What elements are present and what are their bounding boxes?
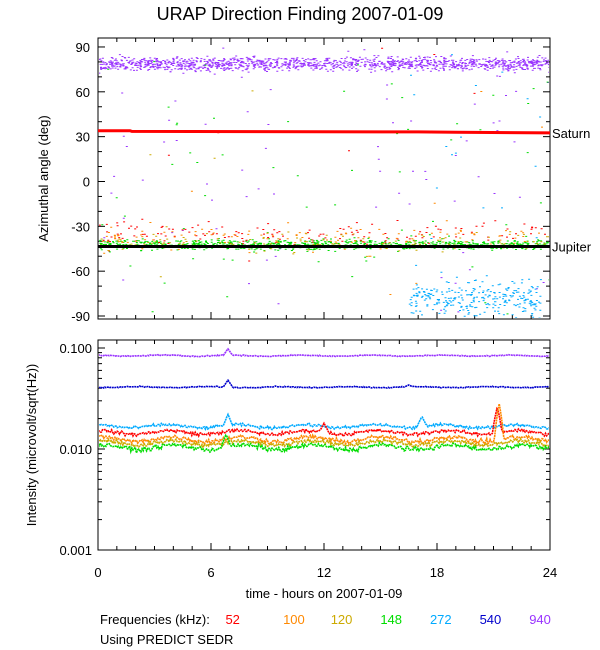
scatter-940khz (99, 47, 549, 313)
y-tick-label: 0.100 (59, 341, 92, 356)
legend-item: 120 (330, 612, 353, 627)
line-272khz (99, 412, 549, 432)
legend-label: Frequencies (kHz): (100, 612, 210, 627)
azimuth-frame (97, 37, 551, 320)
legend-item: 940 (529, 612, 551, 627)
jupiter-label: Jupiter (552, 240, 592, 255)
y-tick-label: 0.001 (59, 543, 92, 558)
x-tick-label: 6 (207, 565, 214, 580)
x-tick-label: 24 (543, 565, 557, 580)
scatter-120khz (100, 90, 549, 278)
plot-area: 0 6 12 18 24 time - hours on 2007-01-09 90 60 30… (24, 37, 592, 601)
x-tick-label: 18 (430, 565, 444, 580)
legend-item: 272 (429, 612, 452, 627)
line-52khz (99, 406, 549, 438)
scatter-148khz (99, 61, 549, 315)
legend-item: 100 (283, 612, 305, 627)
line-540khz (99, 378, 549, 390)
x-tick-label: 0 (94, 565, 101, 580)
y-axis-label: Azimuthal angle (deg) (36, 115, 51, 241)
azimuth-series (99, 47, 549, 318)
x-tick-label: 12 (317, 565, 331, 580)
chart-title: URAP Direction Finding 2007-01-09 (156, 4, 444, 24)
legend-item: 540 (479, 612, 502, 627)
x-axis-label: time - hours on 2007-01-09 (246, 586, 403, 601)
y-tick-label: -90 (71, 309, 90, 324)
source-note: Using PREDICT SEDR (100, 632, 234, 647)
scatter-52khz (99, 47, 546, 262)
line-120khz (99, 436, 549, 451)
intensity-series (99, 347, 549, 456)
y-tick-label: -60 (71, 264, 90, 279)
y-tick-label: 0.010 (59, 442, 92, 457)
legend-item: 148 (380, 612, 403, 627)
y-tick-label: -30 (71, 219, 90, 234)
y-tick-label: 60 (76, 85, 90, 100)
saturn-label: Saturn (552, 126, 590, 141)
y-tick-label: 0 (83, 174, 90, 189)
saturn-line (98, 129, 551, 135)
scatter-100khz (99, 91, 548, 295)
y-tick-label: 90 (76, 40, 90, 55)
line-940khz (99, 347, 549, 358)
legend-item: 52 (225, 612, 240, 627)
y-axis-label: Intensity (microvolt/sqrt(Hz)) (24, 364, 39, 527)
line-100khz (99, 403, 549, 446)
y-tick-label: 30 (76, 130, 90, 145)
legend: Frequencies (kHz): 52 100 120 148 272 54… (100, 612, 559, 627)
line-148khz (99, 433, 549, 456)
